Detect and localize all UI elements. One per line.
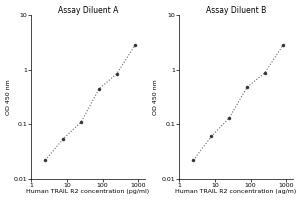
Title: Assay Diluent B: Assay Diluent B bbox=[206, 6, 266, 15]
Y-axis label: OD 450 nm: OD 450 nm bbox=[6, 79, 10, 115]
Title: Assay Diluent A: Assay Diluent A bbox=[58, 6, 118, 15]
X-axis label: Human TRAIL R2 concentration (ag/m): Human TRAIL R2 concentration (ag/m) bbox=[175, 189, 296, 194]
Y-axis label: OD 450 nm: OD 450 nm bbox=[154, 79, 158, 115]
X-axis label: Human TRAIL R2 concentration (pg/ml): Human TRAIL R2 concentration (pg/ml) bbox=[26, 189, 149, 194]
